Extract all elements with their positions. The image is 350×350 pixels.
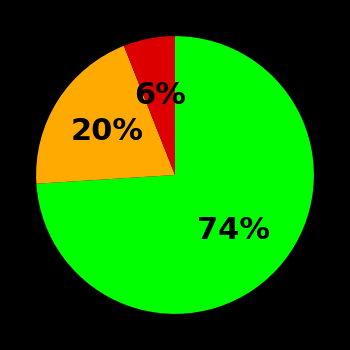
- Wedge shape: [36, 36, 314, 314]
- Wedge shape: [36, 46, 175, 184]
- Text: 74%: 74%: [197, 216, 270, 245]
- Text: 20%: 20%: [70, 117, 144, 146]
- Wedge shape: [124, 36, 175, 175]
- Text: 6%: 6%: [134, 81, 186, 110]
